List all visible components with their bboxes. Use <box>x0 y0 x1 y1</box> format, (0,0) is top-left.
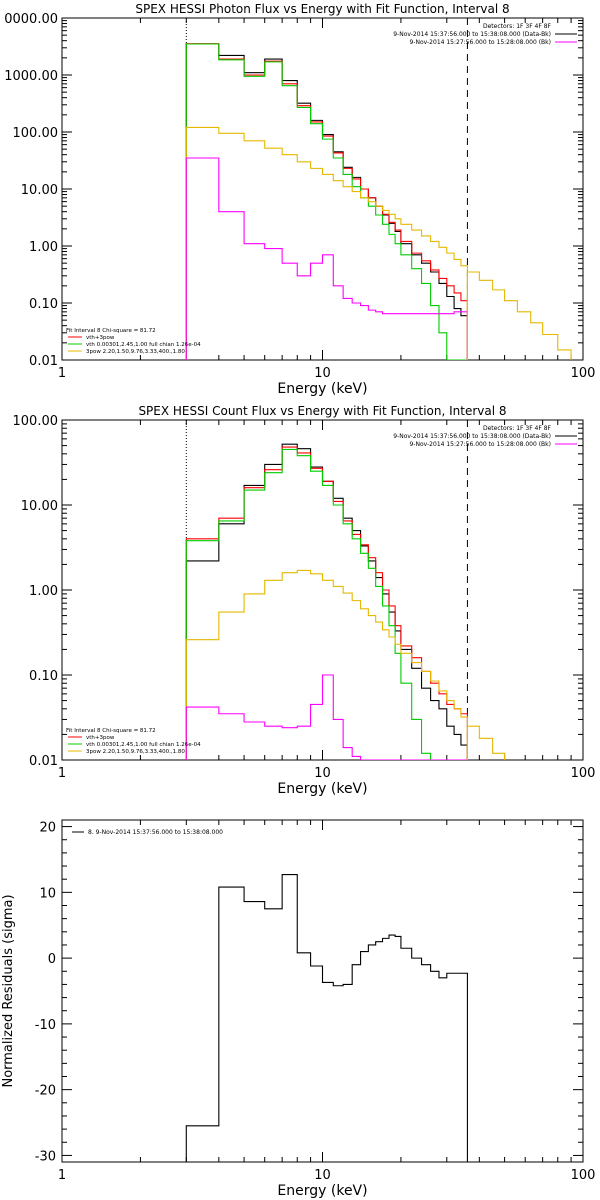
x-tick-label: 100 <box>571 366 596 381</box>
series-tail <box>466 725 506 760</box>
y-tick-label: -10 <box>35 1018 56 1033</box>
series-line-5 <box>185 157 468 360</box>
series-line-3 <box>185 43 468 360</box>
y-tick-label: 0.10 <box>29 669 58 684</box>
fit-legend-title: Fit Interval 8 Chi-square = 81.72 <box>66 328 156 334</box>
fit-legend-entry: vth 0.00301,2.45,1.00 full chian 1.26e-0… <box>86 742 201 748</box>
y-tick-label: 0.01 <box>29 754 58 769</box>
y-tick-label: 0.10 <box>29 297 58 312</box>
y-tick-label: 0 <box>48 952 56 967</box>
plot-frame <box>61 819 584 1163</box>
y-tick-label: -20 <box>35 1084 56 1099</box>
y-axis-label: Normalized Residuals (sigma) <box>1 894 16 1087</box>
x-tick-label: 100 <box>571 1168 596 1183</box>
y-tick-label: 100.00 <box>13 126 59 141</box>
fit-legend-entry: vth 0.00301,2.45,1.00 full chian 1.26e-0… <box>86 342 201 348</box>
detector-header: Detectors: 1F 3F 4F 8F <box>483 23 552 30</box>
x-tick-label: 1 <box>58 1168 66 1183</box>
panel-1: SPEX HESSI Photon Flux vs Energy with Fi… <box>4 2 595 397</box>
legend-entry: 8. 9-Nov-2014 15:37:56.000 to 15:38:08.0… <box>88 829 223 836</box>
series-line-5 <box>185 674 468 760</box>
y-tick-label: 10.00 <box>21 499 58 514</box>
x-axis-label: Energy (keV) <box>277 781 367 797</box>
plot-frame <box>61 17 584 361</box>
fit-legend-title: Fit Interval 8 Chi-square = 81.72 <box>66 728 156 734</box>
fit-legend-entry: vth+3pow <box>86 735 115 741</box>
chart-title: SPEX HESSI Count Flux vs Energy with Fit… <box>138 404 506 418</box>
fit-legend-entry: vth+3pow <box>86 335 115 341</box>
series-line-4 <box>185 569 468 760</box>
panel-3: 1 10 100 Energy (keV) -30 -20 -10 0 10 20 Normaliz… <box>1 819 596 1199</box>
plot-area <box>185 443 506 760</box>
series-line-2 <box>185 43 468 360</box>
series-line-1 <box>185 443 468 760</box>
y-tick-label: -30 <box>35 1149 56 1164</box>
y-tick-label: 100.00 <box>13 414 59 429</box>
y-tick-label: 20 <box>39 821 56 836</box>
x-tick-label: 10 <box>314 1168 331 1183</box>
detector-header: 9-Nov-2014 15:37:56.000 to 15:38:08.000 … <box>393 433 551 440</box>
y-tick-label: 1.00 <box>29 584 58 599</box>
x-axis-label: Energy (keV) <box>277 381 367 397</box>
series-line-1 <box>185 874 468 1162</box>
y-tick-label: 10 <box>39 886 56 901</box>
chart-title: SPEX HESSI Photon Flux vs Energy with Fi… <box>135 2 509 16</box>
x-tick-label: 10 <box>314 366 331 381</box>
panel-2: SPEX HESSI Count Flux vs Energy with Fit… <box>13 404 596 797</box>
series-line-4 <box>185 126 468 360</box>
detector-header: 9-Nov-2014 15:27:56.000 to 15:28:08.000 … <box>409 441 551 448</box>
y-tick-label: 1.00 <box>29 240 58 255</box>
series-tail <box>466 271 572 360</box>
series-line-1 <box>185 43 468 360</box>
plot-area <box>185 874 468 1162</box>
y-tick-label: 10.00 <box>21 183 58 198</box>
x-axis-label: Energy (keV) <box>277 1183 367 1199</box>
x-tick-label: 1 <box>58 366 66 381</box>
plot-area <box>185 43 572 360</box>
y-tick-label: 0000.00 <box>4 12 58 27</box>
series-line-2 <box>185 446 468 760</box>
fit-legend-entry: 3pow 2.20,1.50,9.76,3.33,400.,1.80 <box>86 349 185 355</box>
series-line-3 <box>185 448 468 760</box>
x-tick-label: 10 <box>314 766 331 781</box>
detector-header: Detectors: 1F 3F 4F 8F <box>483 425 552 432</box>
detector-header: 9-Nov-2014 15:27:56.000 to 15:28:08.000 … <box>409 39 551 46</box>
x-tick-label: 1 <box>58 766 66 781</box>
x-tick-label: 100 <box>571 766 596 781</box>
y-tick-label: 1000.00 <box>4 69 58 84</box>
detector-header: 9-Nov-2014 15:37:56.000 to 15:38:08.000 … <box>393 31 551 38</box>
fit-legend-entry: 3pow 2.20,1.50,9.76,3.33,400.,1.80 <box>86 749 185 755</box>
y-tick-label: 0.01 <box>29 354 58 369</box>
